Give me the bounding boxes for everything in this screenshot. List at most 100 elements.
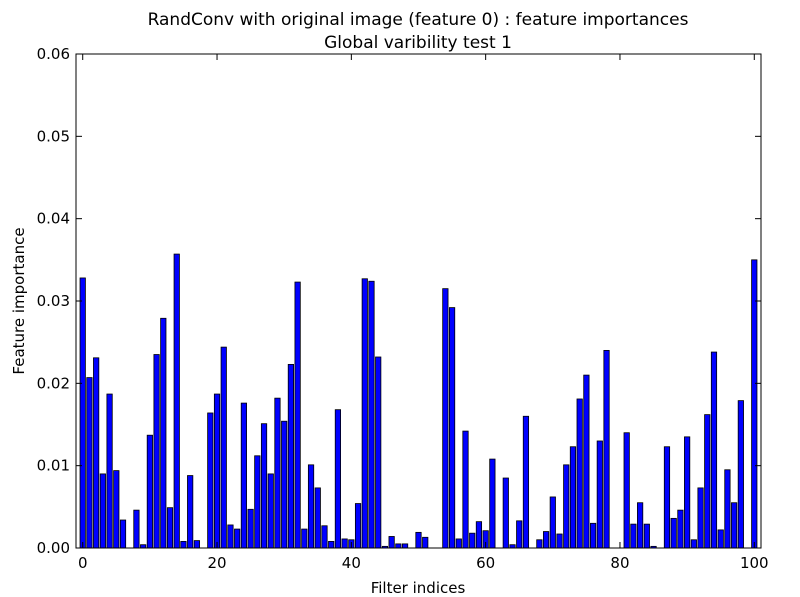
bar-filter-14 (173, 253, 180, 549)
bar-filter-72 (563, 464, 570, 549)
bar-filter-38 (334, 409, 342, 549)
bar-filter-22 (227, 524, 234, 549)
bar-filter-92 (697, 487, 704, 549)
bar-filter-10 (146, 434, 153, 549)
bar-filter-91 (690, 539, 697, 549)
y-tick-label: 0.05 (37, 127, 70, 145)
bar-filter-24 (240, 402, 247, 549)
bar-filter-55 (448, 307, 456, 549)
x-tick-label: 20 (207, 554, 226, 572)
bar-filter-50 (415, 531, 422, 549)
bar-filter-8 (133, 509, 140, 549)
bar-filter-41 (354, 503, 362, 549)
x-axis-label: Filter indices (371, 579, 466, 597)
bar-filter-95 (717, 529, 724, 549)
bar-filter-93 (704, 414, 711, 549)
bar-filter-3 (99, 473, 106, 549)
bar-filter-6 (119, 519, 127, 549)
bar-filter-23 (234, 528, 241, 549)
bar-filter-100 (751, 259, 758, 549)
bar-filter-15 (180, 541, 187, 549)
bar-filter-71 (556, 533, 563, 549)
bar-filter-46 (388, 536, 395, 549)
bar-filter-29 (274, 397, 281, 549)
plot-frame (75, 53, 762, 549)
bar-filter-97 (731, 502, 738, 549)
bar-filter-5 (113, 470, 120, 549)
bar-filter-36 (321, 525, 328, 549)
bar-filter-26 (254, 455, 261, 549)
bar-filter-47 (395, 543, 402, 549)
bar-filter-96 (724, 469, 731, 549)
x-tick-label: 60 (476, 554, 495, 572)
chart-subtitle: Global varibility test 1 (324, 33, 512, 53)
bar-filter-69 (543, 531, 550, 549)
bar-filter-51 (422, 536, 429, 549)
bar-filter-12 (160, 317, 167, 549)
bar-filter-39 (341, 538, 348, 549)
bar-filter-77 (596, 440, 603, 549)
y-tick-label: 0.06 (37, 45, 70, 63)
x-tick-label: 100 (740, 554, 769, 572)
bar-filter-30 (281, 420, 288, 549)
bar-filter-32 (294, 281, 301, 549)
bar-filter-13 (166, 507, 174, 549)
bar-filter-4 (106, 393, 113, 549)
bar-filter-17 (193, 540, 200, 549)
bar-filter-59 (475, 521, 483, 549)
bar-filter-63 (502, 477, 509, 549)
bar-filter-74 (576, 398, 583, 549)
bar-filter-34 (307, 464, 315, 549)
bar-filter-27 (260, 423, 268, 549)
bar-filter-73 (569, 446, 577, 549)
y-tick-label: 0.00 (37, 539, 70, 557)
bar-filter-75 (583, 374, 590, 549)
x-tick-label: 80 (610, 554, 629, 572)
y-tick-label: 0.02 (37, 374, 70, 392)
bars-layer (79, 253, 758, 549)
bar-filter-31 (287, 363, 294, 549)
bar-filter-0 (79, 277, 86, 549)
bar-filter-82 (630, 523, 637, 549)
bar-filter-65 (516, 520, 523, 549)
bar-filter-81 (623, 432, 630, 549)
bar-filter-94 (710, 351, 718, 549)
bar-filter-61 (489, 458, 496, 549)
bar-filter-54 (442, 288, 449, 549)
bar-filter-35 (314, 487, 321, 549)
bar-filter-66 (522, 415, 530, 549)
bar-filter-87 (663, 446, 671, 549)
bar-filter-83 (637, 502, 644, 549)
bar-filter-28 (267, 473, 274, 549)
bar-filter-20 (213, 393, 221, 549)
bar-filter-33 (301, 528, 308, 549)
bar-filter-88 (670, 517, 677, 549)
bar-filter-84 (643, 523, 650, 549)
bar-filter-11 (153, 354, 160, 549)
bar-filter-37 (328, 541, 335, 549)
bar-filter-42 (361, 278, 368, 549)
bar-filter-89 (677, 509, 684, 549)
y-tick-label: 0.01 (37, 457, 70, 475)
bar-filter-2 (93, 357, 100, 549)
bar-filter-43 (368, 280, 375, 549)
y-axis-label: Feature importance (10, 227, 28, 374)
chart-title: RandConv with original image (feature 0)… (148, 10, 689, 30)
bar-filter-90 (684, 436, 691, 549)
y-tick-label: 0.03 (37, 292, 70, 310)
bar-filter-56 (455, 538, 462, 549)
bar-filter-57 (462, 430, 469, 549)
bar-filter-16 (187, 475, 194, 549)
bar-filter-76 (590, 522, 597, 549)
bar-filter-70 (549, 496, 556, 549)
bar-filter-21 (220, 346, 227, 549)
ticks-layer: 0 20 40 60 80 100 0.00 0.01 0.02 0.03 0.04 0.05 0.06 (37, 45, 769, 572)
bar-filter-78 (603, 349, 610, 549)
y-tick-label: 0.04 (37, 210, 70, 228)
x-tick-label: 0 (78, 554, 88, 572)
bar-filter-68 (536, 539, 543, 549)
bar-filter-19 (207, 412, 214, 549)
bar-filter-25 (247, 508, 254, 549)
